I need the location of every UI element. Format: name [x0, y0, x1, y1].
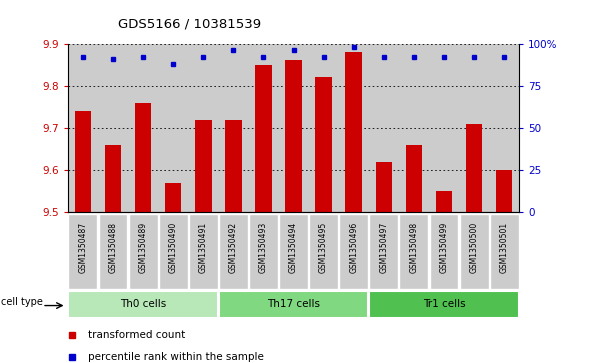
Text: GSM1350492: GSM1350492	[229, 221, 238, 273]
Text: GSM1350491: GSM1350491	[199, 221, 208, 273]
Bar	[285, 61, 302, 212]
Bar	[189, 214, 218, 289]
Bar	[309, 214, 338, 289]
Bar	[255, 65, 272, 212]
Bar	[104, 145, 122, 212]
Text: Th0 cells: Th0 cells	[120, 299, 166, 309]
Bar	[279, 214, 308, 289]
Bar	[135, 103, 152, 212]
Text: GSM1350496: GSM1350496	[349, 221, 358, 273]
Text: GSM1350499: GSM1350499	[440, 221, 448, 273]
Text: GSM1350494: GSM1350494	[289, 221, 298, 273]
Text: GSM1350498: GSM1350498	[409, 221, 418, 273]
Text: GDS5166 / 10381539: GDS5166 / 10381539	[118, 18, 261, 31]
Text: transformed count: transformed count	[88, 330, 185, 340]
Bar	[315, 77, 332, 212]
Bar	[490, 214, 519, 289]
Bar	[159, 214, 188, 289]
Bar	[460, 214, 489, 289]
Text: GSM1350490: GSM1350490	[169, 221, 178, 273]
Bar	[369, 214, 398, 289]
Text: GSM1350497: GSM1350497	[379, 221, 388, 273]
Bar	[405, 145, 422, 212]
Bar	[369, 291, 519, 318]
Bar	[129, 214, 158, 289]
Bar	[219, 291, 368, 318]
Bar	[165, 183, 182, 212]
Text: Th17 cells: Th17 cells	[267, 299, 320, 309]
Text: GSM1350487: GSM1350487	[78, 221, 87, 273]
Bar	[430, 214, 458, 289]
Bar	[466, 124, 483, 212]
Bar	[68, 214, 97, 289]
Text: GSM1350495: GSM1350495	[319, 221, 328, 273]
Text: GSM1350489: GSM1350489	[139, 221, 148, 273]
Bar	[399, 214, 428, 289]
Text: Tr1 cells: Tr1 cells	[422, 299, 466, 309]
Bar	[345, 52, 362, 212]
Bar	[219, 214, 248, 289]
Bar	[249, 214, 278, 289]
Bar	[225, 119, 242, 212]
Bar	[496, 170, 513, 212]
Bar	[99, 214, 127, 289]
Text: GSM1350500: GSM1350500	[470, 221, 478, 273]
Bar	[435, 191, 453, 212]
Bar	[68, 291, 218, 318]
Bar	[74, 111, 91, 212]
Text: GSM1350493: GSM1350493	[259, 221, 268, 273]
Text: cell type: cell type	[1, 297, 43, 307]
Text: percentile rank within the sample: percentile rank within the sample	[88, 352, 264, 362]
Text: GSM1350501: GSM1350501	[500, 221, 509, 273]
Bar	[375, 162, 392, 212]
Bar	[195, 119, 212, 212]
Text: GSM1350488: GSM1350488	[109, 221, 117, 273]
Bar	[339, 214, 368, 289]
